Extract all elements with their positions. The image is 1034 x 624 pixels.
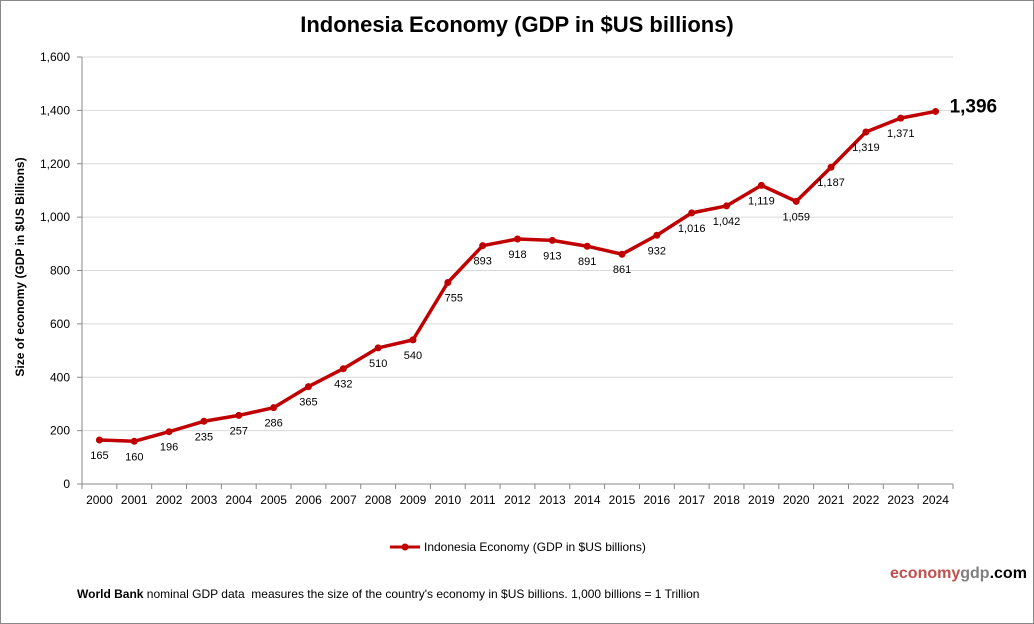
note-source: World Bank [77, 587, 144, 601]
data-point [479, 242, 487, 250]
data-label: 196 [160, 442, 178, 454]
x-tick-label: 2024 [922, 493, 949, 507]
brand-part: .com [989, 565, 1027, 582]
data-label: 891 [578, 256, 596, 268]
data-label: 893 [473, 256, 491, 268]
x-tick-label: 2012 [504, 493, 531, 507]
data-label: 540 [404, 350, 422, 362]
data-label: 918 [508, 249, 526, 261]
data-point [827, 163, 835, 171]
x-tick-label: 2000 [86, 493, 113, 507]
x-tick-label: 2017 [678, 493, 705, 507]
x-tick-label: 2019 [748, 493, 775, 507]
data-point [409, 336, 417, 344]
data-label: 913 [543, 250, 561, 262]
y-tick-label: 0 [63, 477, 70, 491]
data-label: 1,016 [678, 223, 706, 235]
data-point [165, 428, 173, 436]
data-point [514, 235, 521, 243]
data-point [339, 365, 347, 373]
x-tick-label: 2022 [853, 493, 880, 507]
data-label: 1,042 [713, 216, 741, 228]
data-label: 160 [125, 451, 143, 463]
data-point [653, 231, 661, 239]
x-tick-label: 2015 [609, 493, 636, 507]
data-label: 1,059 [782, 211, 810, 223]
brand-logo: economygdp.com [890, 565, 1027, 583]
data-point [723, 202, 731, 210]
data-point [862, 128, 870, 136]
data-label: 432 [334, 379, 352, 391]
data-label: 1,371 [887, 128, 915, 140]
y-tick-label: 800 [50, 264, 70, 278]
x-tick-label: 2004 [225, 493, 252, 507]
legend: Indonesia Economy (GDP in $US billions) [390, 540, 646, 554]
x-tick-label: 2014 [574, 493, 601, 507]
x-tick-label: 2021 [818, 493, 845, 507]
x-tick-label: 2003 [191, 493, 218, 507]
x-tick-label: 2006 [295, 493, 322, 507]
data-label: 755 [445, 293, 463, 305]
data-label: 1,187 [817, 177, 845, 189]
legend-marker-icon [390, 543, 420, 551]
x-tick-label: 2013 [539, 493, 566, 507]
data-point [688, 209, 696, 217]
data-point [270, 404, 278, 412]
brand-part: economy [890, 565, 961, 582]
y-tick-label: 1,400 [40, 103, 70, 117]
x-tick-label: 2002 [156, 493, 183, 507]
x-tick-label: 2009 [400, 493, 427, 507]
data-label: 1,119 [748, 195, 775, 207]
x-tick-label: 2020 [783, 493, 810, 507]
data-label: 932 [648, 245, 666, 257]
x-tick-label: 2008 [365, 493, 392, 507]
data-point [618, 250, 626, 258]
data-point [374, 344, 382, 352]
data-label: 286 [264, 418, 282, 430]
data-label: 1,396 [950, 96, 998, 117]
y-tick-label: 400 [50, 370, 70, 384]
data-point [95, 436, 103, 444]
x-tick-label: 2005 [260, 493, 287, 507]
brand-part: gdp [960, 565, 990, 582]
data-label: 235 [195, 431, 213, 443]
data-point [304, 383, 312, 391]
y-tick-label: 1,000 [40, 210, 70, 224]
legend-label: Indonesia Economy (GDP in $US billions) [424, 540, 646, 554]
x-tick-label: 2023 [887, 493, 914, 507]
y-tick-label: 1,600 [40, 50, 70, 64]
data-label: 510 [369, 358, 387, 370]
data-point [932, 107, 940, 115]
data-point [757, 181, 765, 189]
x-tick-label: 2018 [713, 493, 740, 507]
y-tick-label: 600 [50, 317, 70, 331]
data-label: 861 [613, 264, 631, 276]
x-tick-label: 2011 [470, 493, 496, 507]
x-tick-label: 2001 [121, 493, 148, 507]
data-label: 257 [230, 425, 248, 437]
chart-title: Indonesia Economy (GDP in $US billions) [300, 12, 734, 37]
data-point [548, 236, 556, 244]
data-label: 165 [90, 450, 108, 462]
data-point [200, 417, 208, 425]
x-tick-label: 2016 [644, 493, 671, 507]
data-point [583, 242, 591, 250]
footer-note: World Bank nominal GDP data measures the… [77, 587, 699, 601]
y-tick-label: 1,200 [40, 157, 70, 171]
x-tick-label: 2010 [434, 493, 461, 507]
data-point [130, 437, 138, 445]
data-label: 1,319 [852, 142, 880, 154]
data-point [444, 279, 452, 287]
x-tick-label: 2007 [330, 493, 357, 507]
data-point [235, 411, 243, 419]
data-point [897, 114, 905, 122]
series-line [99, 109, 936, 444]
y-tick-label: 200 [50, 424, 70, 438]
data-point [792, 197, 800, 205]
data-label: 365 [299, 397, 317, 409]
note-text: nominal GDP data measures the size of th… [143, 587, 700, 601]
